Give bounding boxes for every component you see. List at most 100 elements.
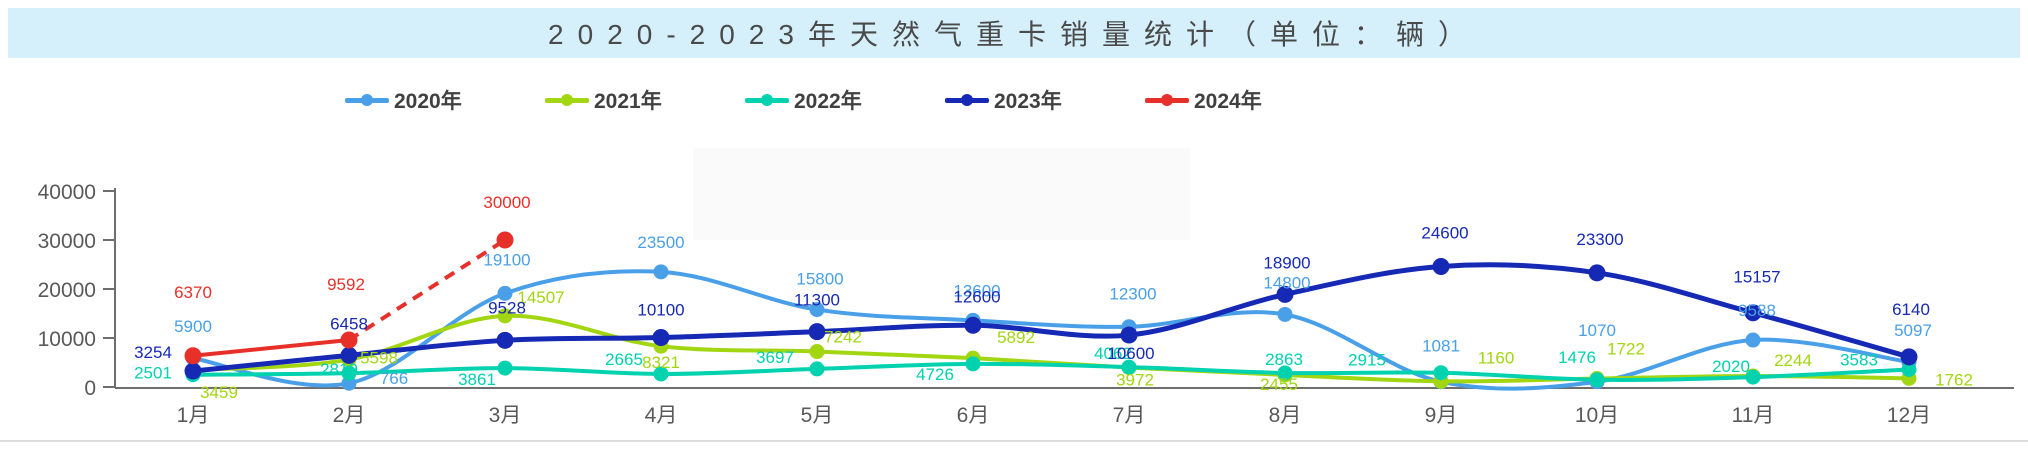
y-axis-label: 10000 — [38, 328, 96, 351]
data-value-label: 14507 — [517, 288, 564, 307]
data-value-label: 4726 — [916, 365, 954, 384]
data-point-marker — [1588, 264, 1606, 282]
data-point-marker — [809, 361, 825, 377]
data-value-label: 5598 — [360, 349, 398, 368]
x-axis-label: 10月 — [1575, 404, 1619, 427]
series-line-2021 — [185, 308, 1917, 389]
data-value-label: 3861 — [458, 370, 496, 389]
data-point-marker — [497, 308, 513, 324]
legend-line-dot-icon — [745, 94, 789, 106]
data-value-label: 2915 — [1348, 351, 1386, 370]
data-point-marker — [652, 329, 670, 347]
data-value-label: 8321 — [642, 353, 680, 372]
x-axis-label: 7月 — [1113, 404, 1146, 427]
x-axis-label: 12月 — [1887, 404, 1931, 427]
y-axis-label: 20000 — [38, 279, 96, 302]
title-bar: 2020-2023年天然气重卡销量统计（单位：辆） — [8, 8, 2020, 58]
data-value-label: 14800 — [1263, 273, 1310, 292]
x-axis-label: 4月 — [645, 404, 678, 427]
data-value-label: 3697 — [756, 348, 794, 367]
faint-watermark-box — [693, 148, 1190, 240]
x-axis-label: 5月 — [801, 404, 834, 427]
legend-label: 2021年 — [594, 90, 662, 113]
data-value-label: 15800 — [796, 270, 843, 289]
axes: 0 10000 20000 30000 40000 1月 2月 3月 4月 5月 6月 7月 8月 9月 1… — [38, 181, 2014, 427]
page-title: 2020-2023年天然气重卡销量统计（单位：辆） — [548, 19, 1480, 50]
data-point-marker — [340, 331, 358, 349]
data-value-label: 3583 — [1840, 350, 1878, 369]
series-path — [191, 361, 1911, 382]
data-labels-2020: 5900 766 19100 23500 15800 13600 12300 14800 108… — [174, 233, 1932, 388]
data-value-label: 4062 — [1094, 344, 1132, 363]
data-value-label: 7242 — [824, 328, 862, 347]
legend-item-2020[interactable]: 2020年 — [345, 86, 545, 114]
data-value-label: 2244 — [1774, 351, 1812, 370]
data-point-marker — [1121, 359, 1137, 375]
data-value-label: 6458 — [330, 314, 368, 333]
data-point-marker — [1589, 372, 1605, 388]
data-value-label: 6370 — [174, 283, 212, 302]
x-axis-label: 1月 — [177, 404, 210, 427]
legend-label: 2022年 — [794, 90, 862, 113]
data-value-label: 12600 — [953, 287, 1000, 306]
legend-item-2021[interactable]: 2021年 — [545, 86, 745, 114]
data-value-label: 3459 — [200, 383, 238, 402]
data-labels-2021: 3459 5598 14507 8321 7242 5892 3972 2455 1160 172… — [200, 288, 1973, 402]
data-point-marker — [653, 366, 669, 382]
data-point-marker — [1433, 365, 1449, 381]
data-value-label: 9528 — [488, 298, 526, 317]
y-axis-label: 0 — [84, 377, 96, 400]
data-value-label: 2665 — [605, 350, 643, 369]
legend-label: 2023年 — [994, 90, 1062, 113]
data-value-label: 2455 — [1260, 375, 1298, 394]
data-point-marker — [497, 285, 513, 301]
data-point-marker — [1276, 285, 1294, 303]
data-point-marker — [184, 347, 202, 365]
data-point-marker — [1432, 257, 1450, 275]
chart-legend: 2020年 2021年 2022年 2023年 2024年 — [345, 86, 1345, 114]
legend-label: 2024年 — [1194, 90, 1262, 113]
legend-item-2024[interactable]: 2024年 — [1145, 86, 1345, 114]
data-point-marker — [341, 365, 357, 381]
x-axis-label: 3月 — [489, 404, 522, 427]
data-point-marker — [496, 231, 514, 249]
data-value-label: 23300 — [1576, 230, 1623, 249]
series-segment-dashed — [347, 238, 507, 342]
x-axis-label: 11月 — [1732, 404, 1775, 427]
data-value-label: 9588 — [1738, 301, 1776, 320]
x-axis-label: 2月 — [333, 404, 366, 427]
x-axis-label: 9月 — [1425, 404, 1458, 427]
data-value-label: 10100 — [637, 301, 684, 320]
data-value-label: 766 — [380, 369, 408, 388]
data-point-marker — [653, 264, 669, 280]
data-point-marker — [964, 316, 982, 334]
data-value-label: 5900 — [174, 317, 212, 336]
data-value-label: 1160 — [1478, 348, 1515, 367]
data-value-label: 9592 — [327, 275, 365, 294]
data-point-marker — [965, 356, 981, 372]
legend-item-2022[interactable]: 2022年 — [745, 86, 945, 114]
data-point-marker — [1277, 306, 1293, 322]
data-value-label: 2819 — [320, 360, 358, 379]
legend-line-dot-icon — [945, 94, 989, 106]
legend-line-dot-icon — [345, 94, 389, 106]
series-segment-solid — [192, 338, 350, 358]
data-value-label: 1762 — [1935, 370, 1973, 389]
series-line-2024 — [184, 231, 514, 365]
data-value-label: 1070 — [1578, 321, 1616, 340]
data-point-marker — [184, 362, 202, 380]
data-point-marker — [1900, 348, 1918, 366]
data-value-label: 5892 — [997, 328, 1035, 347]
data-point-marker — [1745, 369, 1761, 385]
data-value-label: 1722 — [1607, 340, 1645, 359]
legend-item-2023[interactable]: 2023年 — [945, 86, 1145, 114]
data-labels-2024: 6370 9592 30000 — [174, 193, 531, 302]
data-value-label: 13600 — [953, 281, 1000, 300]
data-point-marker — [808, 323, 826, 341]
series-line-2023 — [184, 257, 1918, 380]
data-value-label: 2863 — [1265, 350, 1303, 369]
data-value-label: 12300 — [1109, 285, 1156, 304]
data-point-marker — [1277, 365, 1293, 381]
data-point-marker — [1901, 361, 1917, 377]
